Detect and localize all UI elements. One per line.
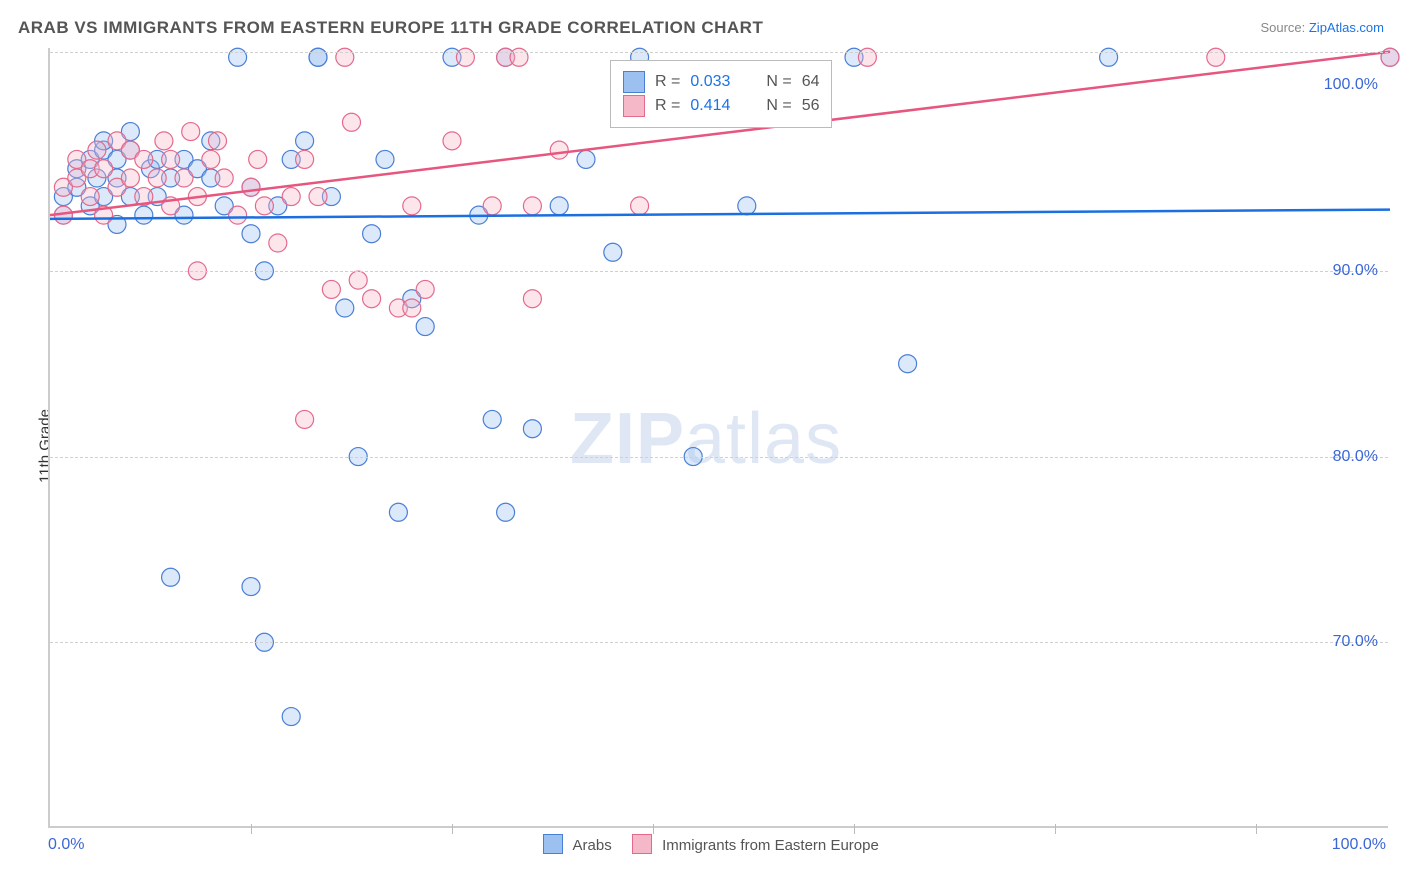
scatter-point <box>631 197 649 215</box>
scatter-point <box>162 150 180 168</box>
gridline-h <box>50 271 1388 272</box>
scatter-point <box>249 150 267 168</box>
stats-legend-row: R = 0.033 N = 64 <box>623 71 819 93</box>
x-tick <box>1256 824 1257 834</box>
scatter-point <box>229 206 247 224</box>
scatter-point <box>282 188 300 206</box>
y-tick-label: 100.0% <box>1324 76 1378 94</box>
scatter-point <box>550 197 568 215</box>
bottom-legend: Arabs Immigrants from Eastern Europe <box>0 834 1406 854</box>
x-tick <box>1055 824 1056 834</box>
n-label: N = <box>766 97 791 115</box>
scatter-point <box>604 243 622 261</box>
scatter-point <box>242 178 260 196</box>
scatter-point <box>175 169 193 187</box>
scatter-point <box>322 280 340 298</box>
scatter-point <box>363 225 381 243</box>
gridline-h <box>50 52 1388 53</box>
scatter-point <box>738 197 756 215</box>
scatter-point <box>296 132 314 150</box>
scatter-point <box>523 420 541 438</box>
scatter-point <box>155 132 173 150</box>
stats-legend: R = 0.033 N = 64 R = 0.414 N = 56 <box>610 60 832 128</box>
scatter-point <box>95 160 113 178</box>
scatter-point <box>296 410 314 428</box>
scatter-point <box>403 299 421 317</box>
scatter-point <box>483 197 501 215</box>
scatter-point <box>209 132 227 150</box>
scatter-point <box>443 132 461 150</box>
x-tick <box>854 824 855 834</box>
scatter-point <box>523 197 541 215</box>
scatter-point <box>148 169 166 187</box>
scatter-point <box>376 150 394 168</box>
scatter-point <box>343 113 361 131</box>
y-tick-label: 80.0% <box>1333 448 1378 466</box>
scatter-point <box>242 225 260 243</box>
legend-swatch-arabs <box>543 834 563 854</box>
y-tick-label: 90.0% <box>1333 262 1378 280</box>
legend-label-arabs: Arabs <box>573 837 612 854</box>
scatter-point <box>162 568 180 586</box>
scatter-point <box>255 197 273 215</box>
scatter-point <box>202 150 220 168</box>
stats-legend-row: R = 0.414 N = 56 <box>623 95 819 117</box>
plot-svg <box>50 48 1390 828</box>
n-value: 56 <box>802 97 820 115</box>
y-tick-label: 70.0% <box>1333 633 1378 651</box>
scatter-point <box>416 280 434 298</box>
source-attribution: Source: ZipAtlas.com <box>1260 20 1384 35</box>
r-value: 0.414 <box>690 97 746 115</box>
scatter-point <box>121 169 139 187</box>
plot-region: ZIPatlas R =0.033N =64R =0.414N =56 70.0… <box>48 48 1388 828</box>
gridline-h <box>50 642 1388 643</box>
r-label: R = <box>655 97 680 115</box>
scatter-point <box>349 271 367 289</box>
scatter-point <box>296 150 314 168</box>
scatter-point <box>416 318 434 336</box>
chart-title: ARAB VS IMMIGRANTS FROM EASTERN EUROPE 1… <box>18 18 763 38</box>
scatter-point <box>269 234 287 252</box>
source-link[interactable]: ZipAtlas.com <box>1309 20 1384 35</box>
scatter-point <box>550 141 568 159</box>
legend-swatch <box>623 95 645 117</box>
scatter-point <box>282 708 300 726</box>
legend-swatch-immigrants <box>632 834 652 854</box>
r-label: R = <box>655 73 680 91</box>
x-tick <box>452 824 453 834</box>
scatter-point <box>88 141 106 159</box>
scatter-point <box>363 290 381 308</box>
scatter-point <box>215 169 233 187</box>
r-value: 0.033 <box>690 73 746 91</box>
scatter-point <box>81 188 99 206</box>
scatter-point <box>309 188 327 206</box>
scatter-point <box>899 355 917 373</box>
scatter-point <box>336 299 354 317</box>
trend-line <box>50 210 1390 219</box>
source-label: Source: <box>1260 20 1308 35</box>
x-tick <box>653 824 654 834</box>
scatter-point <box>403 197 421 215</box>
scatter-point <box>577 150 595 168</box>
n-label: N = <box>766 73 791 91</box>
scatter-point <box>497 503 515 521</box>
scatter-point <box>483 410 501 428</box>
x-tick <box>251 824 252 834</box>
chart-area: ZIPatlas R =0.033N =64R =0.414N =56 70.0… <box>48 48 1388 828</box>
scatter-point <box>135 206 153 224</box>
scatter-point <box>135 150 153 168</box>
scatter-point <box>182 123 200 141</box>
legend-swatch <box>623 71 645 93</box>
scatter-point <box>523 290 541 308</box>
scatter-point <box>242 578 260 596</box>
scatter-point <box>389 503 407 521</box>
legend-label-immigrants: Immigrants from Eastern Europe <box>662 837 879 854</box>
n-value: 64 <box>802 73 820 91</box>
gridline-h <box>50 457 1388 458</box>
